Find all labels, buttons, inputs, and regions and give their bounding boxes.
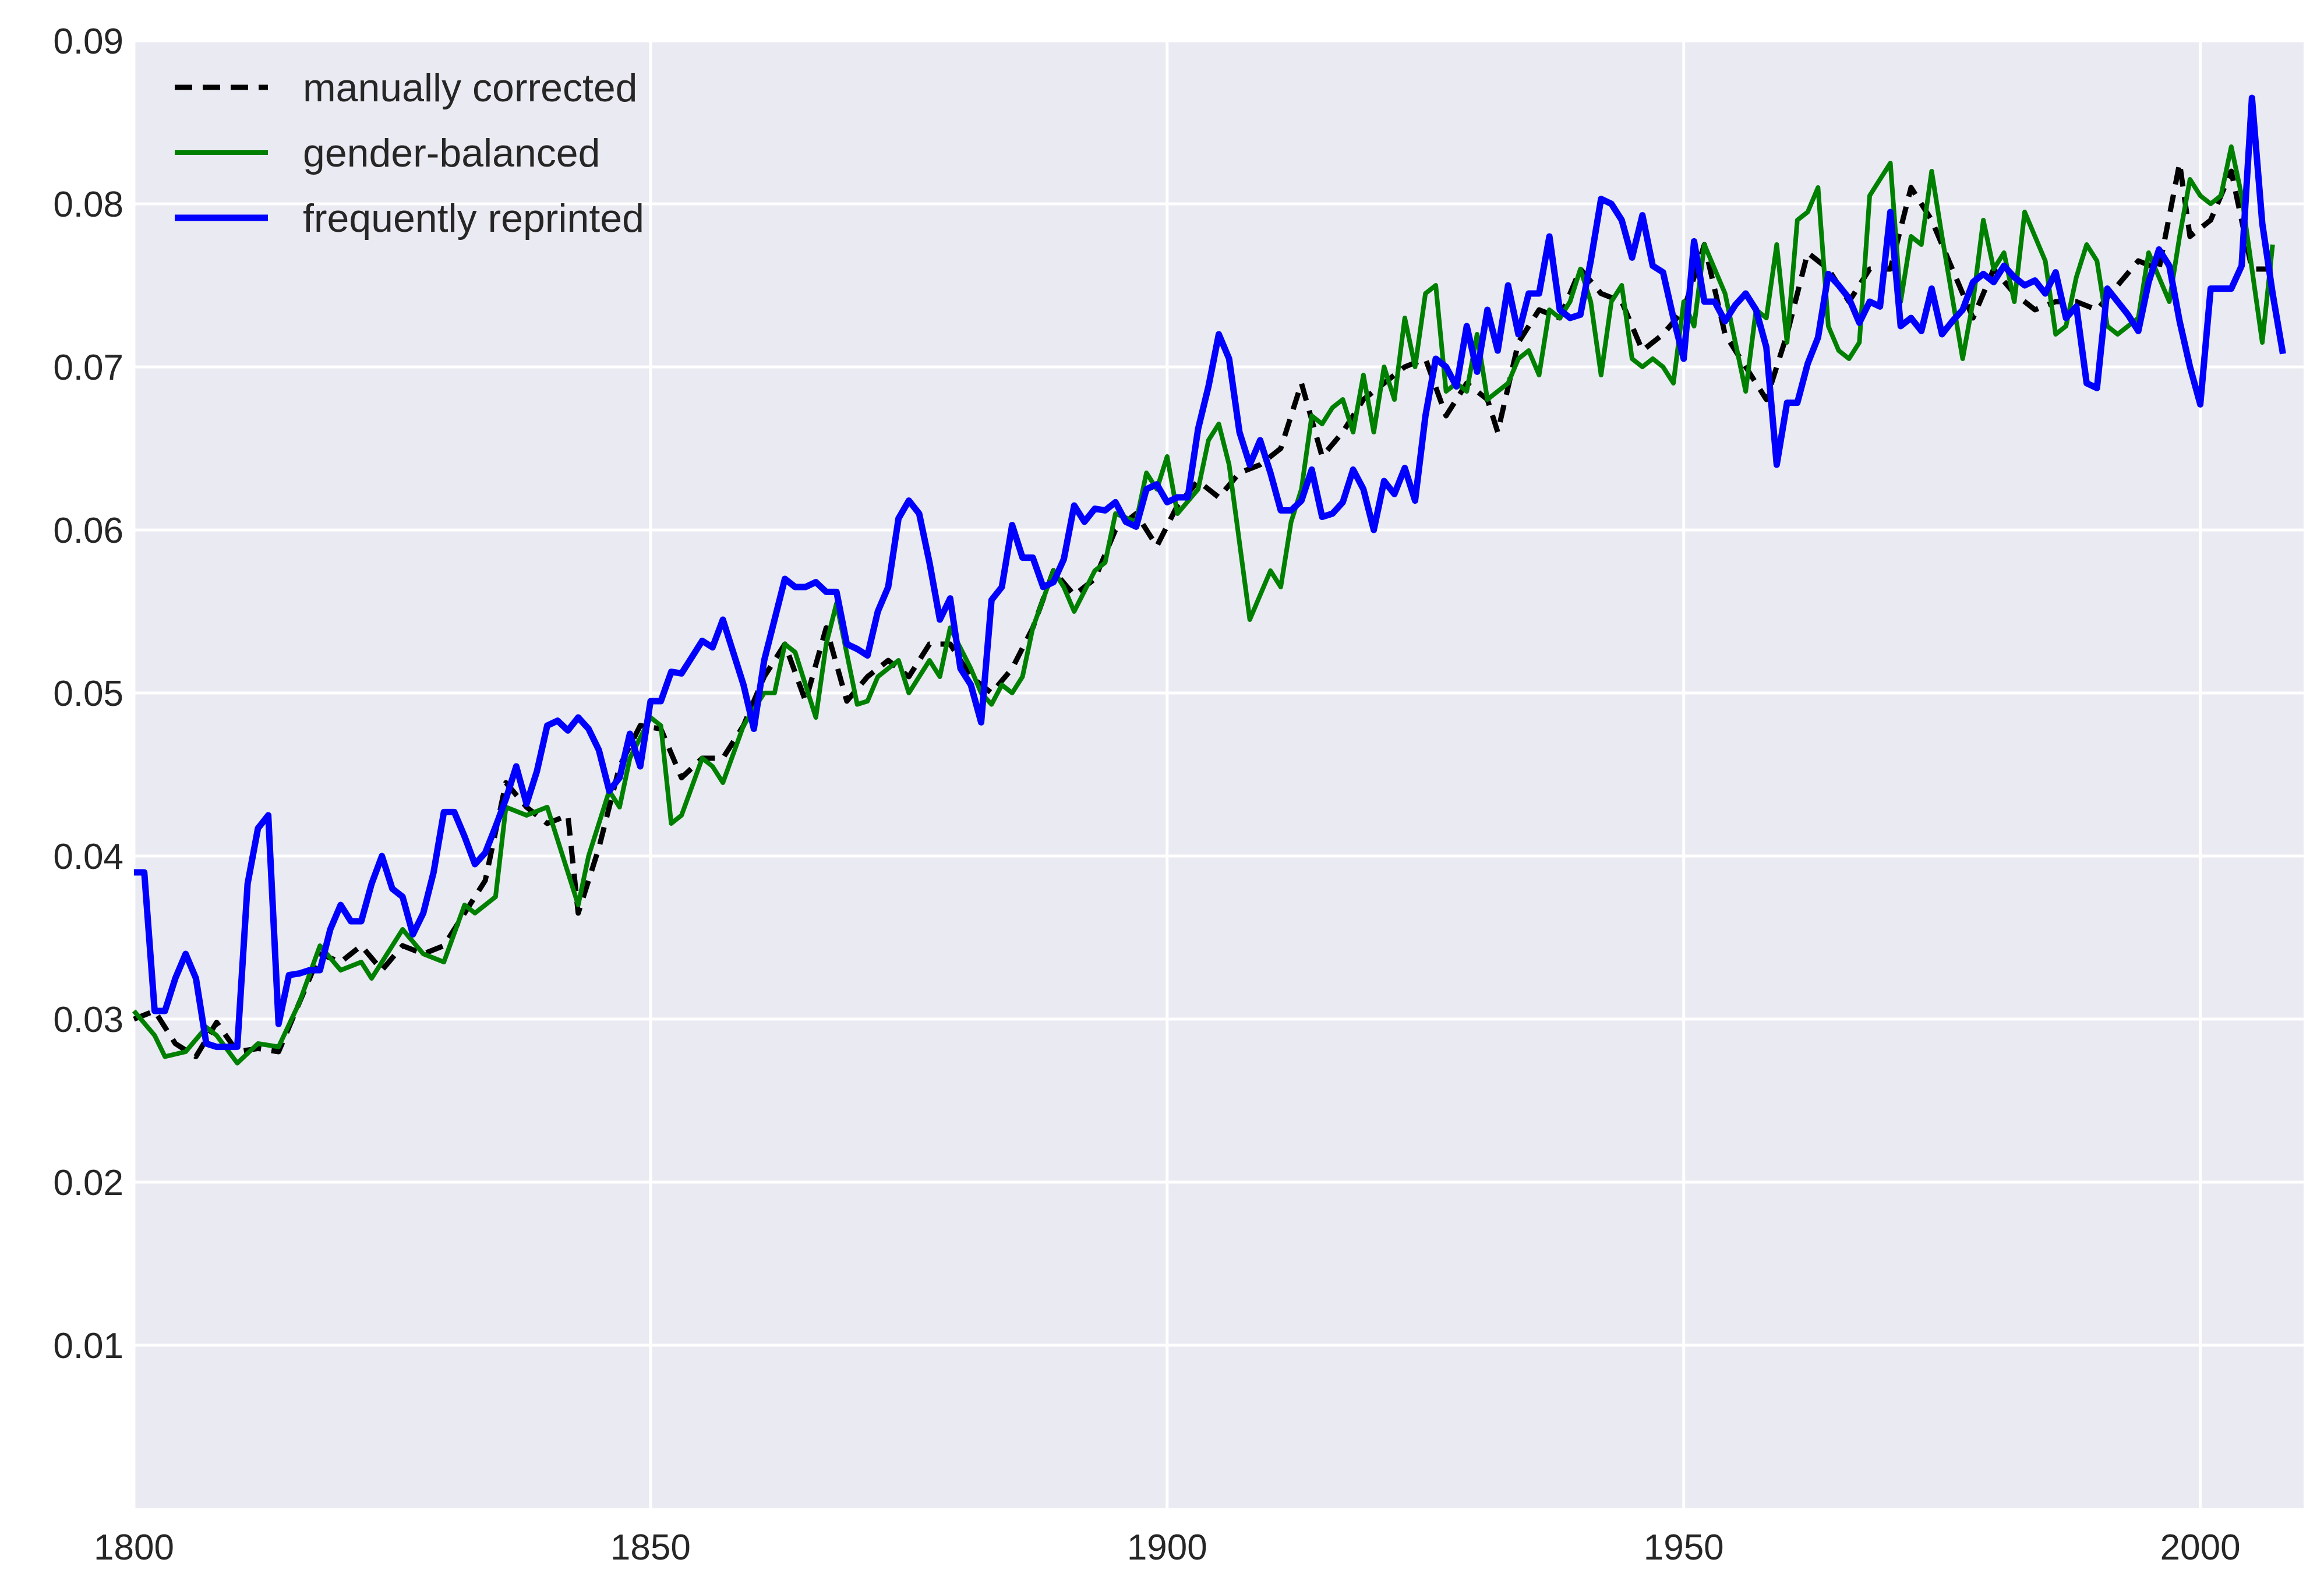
series-line-frequently-reprinted <box>134 94 2286 1051</box>
x-tick-label: 1800 <box>94 1528 174 1568</box>
series-lines <box>132 94 2286 1066</box>
legend: manually corrected gender-balanced frequen… <box>175 66 644 241</box>
legend-label: gender-balanced <box>303 131 600 175</box>
y-axis-tick-labels: 0.01 0.02 0.03 0.04 0.05 0.06 0.07 0.08 0.09 <box>53 22 123 1366</box>
grid-lines <box>132 39 2304 1508</box>
y-tick-label: 0.01 <box>53 1326 123 1366</box>
series-line-gender-balanced <box>132 144 2275 1066</box>
y-tick-label: 0.07 <box>53 348 123 388</box>
y-tick-label: 0.09 <box>53 22 123 62</box>
y-tick-label: 0.04 <box>53 837 123 877</box>
x-tick-label: 1950 <box>1644 1528 1724 1568</box>
y-tick-label: 0.05 <box>53 674 123 714</box>
x-tick-label: 2000 <box>2160 1528 2241 1568</box>
legend-label: frequently reprinted <box>303 196 644 241</box>
x-tick-label: 1900 <box>1127 1528 1207 1568</box>
y-tick-label: 0.08 <box>53 185 123 225</box>
plot-background <box>134 41 2304 1508</box>
y-tick-label: 0.02 <box>53 1163 123 1203</box>
x-axis-tick-labels: 1800 1850 1900 1950 2000 <box>94 1528 2241 1568</box>
y-tick-label: 0.06 <box>53 511 123 551</box>
y-tick-label: 0.03 <box>53 1000 123 1040</box>
legend-label: manually corrected <box>303 66 637 110</box>
x-tick-label: 1850 <box>610 1528 691 1568</box>
